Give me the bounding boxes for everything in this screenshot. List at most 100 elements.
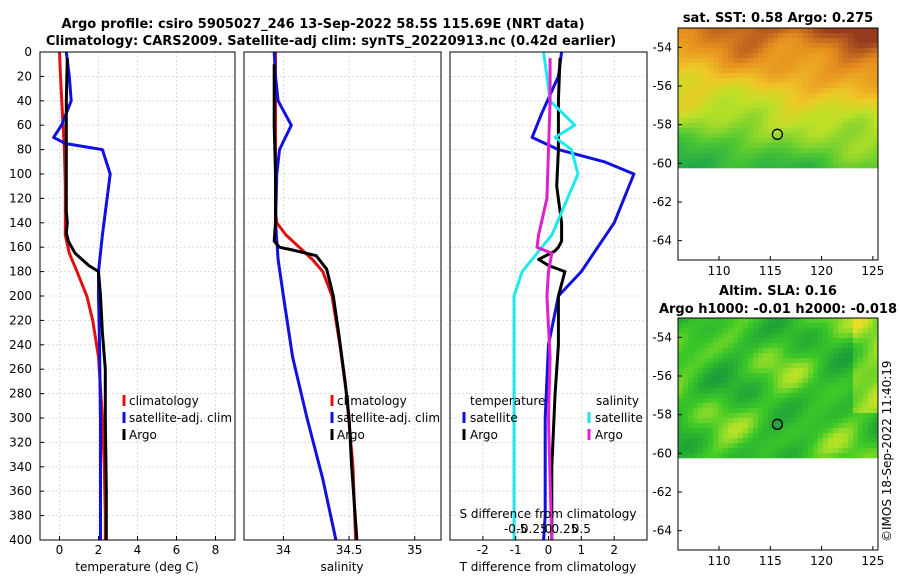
- heatmap-cell: [698, 383, 704, 389]
- heatmap-cell: [788, 93, 794, 99]
- heatmap-cell: [743, 138, 749, 144]
- heatmap-cell: [873, 153, 879, 159]
- heatmap-cell: [683, 383, 689, 389]
- heatmap-cell: [753, 113, 759, 119]
- heatmap-cell: [683, 33, 689, 39]
- heatmap-cell: [713, 123, 719, 129]
- heatmap-cell: [843, 43, 849, 49]
- heatmap-cell: [693, 348, 699, 354]
- heatmap-cell: [768, 423, 774, 429]
- heatmap-cell: [683, 158, 689, 164]
- heatmap-cell: [748, 333, 754, 339]
- heatmap-cell: [838, 133, 844, 139]
- heatmap-cell: [678, 438, 684, 444]
- heatmap-cell: [768, 338, 774, 344]
- heatmap-cell: [858, 43, 864, 49]
- heatmap-cell: [853, 338, 859, 344]
- heatmap-cell: [678, 158, 684, 164]
- heatmap-cell: [733, 88, 739, 94]
- heatmap-cell: [718, 143, 724, 149]
- heatmap-cell: [733, 363, 739, 369]
- heatmap-cell: [678, 448, 684, 454]
- heatmap-cell: [703, 383, 709, 389]
- heatmap-cell: [858, 73, 864, 79]
- heatmap-cell: [788, 323, 794, 329]
- heatmap-cell: [773, 118, 779, 124]
- heatmap-cell: [688, 358, 694, 364]
- heatmap-cell: [873, 373, 879, 379]
- heatmap-cell: [793, 93, 799, 99]
- heatmap-cell: [803, 368, 809, 374]
- heatmap-cell: [798, 333, 804, 339]
- heatmap-cell: [678, 403, 684, 409]
- heatmap-cell: [748, 143, 754, 149]
- heatmap-cell: [753, 348, 759, 354]
- heatmap-cell: [683, 353, 689, 359]
- heatmap-cell: [818, 133, 824, 139]
- heatmap-cell: [803, 418, 809, 424]
- heatmap-cell: [753, 63, 759, 69]
- heatmap-cell: [808, 143, 814, 149]
- heatmap-cell: [803, 453, 809, 459]
- heatmap-cell: [873, 163, 879, 169]
- heatmap-cell: [708, 68, 714, 74]
- heatmap-cell: [868, 48, 874, 54]
- heatmap-cell: [778, 358, 784, 364]
- heatmap-cell: [833, 438, 839, 444]
- heatmap-cell: [773, 158, 779, 164]
- heatmap-cell: [788, 438, 794, 444]
- heatmap-cell: [818, 378, 824, 384]
- heatmap-cell: [678, 443, 684, 449]
- heatmap-cell: [868, 368, 874, 374]
- heatmap-cell: [793, 343, 799, 349]
- heatmap-cell: [803, 163, 809, 169]
- heatmap-cell: [748, 83, 754, 89]
- heatmap-cell: [853, 323, 859, 329]
- heatmap-cell: [793, 353, 799, 359]
- heatmap-cell: [703, 363, 709, 369]
- heatmap-cell: [793, 448, 799, 454]
- heatmap-cell: [688, 153, 694, 159]
- heatmap-cell: [753, 153, 759, 159]
- heatmap-cell: [743, 103, 749, 109]
- heatmap-cell: [823, 48, 829, 54]
- heatmap-cell: [683, 128, 689, 134]
- heatmap-cell: [753, 108, 759, 114]
- heatmap-cell: [813, 403, 819, 409]
- heatmap-cell: [733, 83, 739, 89]
- heatmap-cell: [688, 123, 694, 129]
- heatmap-cell: [788, 153, 794, 159]
- heatmap-cell: [868, 413, 874, 419]
- heatmap-cell: [828, 353, 834, 359]
- heatmap-cell: [818, 353, 824, 359]
- heatmap-cell: [833, 63, 839, 69]
- heatmap-cell: [863, 163, 869, 169]
- heatmap-cell: [873, 128, 879, 134]
- heatmap-cell: [803, 73, 809, 79]
- heatmap-cell: [823, 78, 829, 84]
- heatmap-cell: [743, 163, 749, 169]
- heatmap-cell: [688, 318, 694, 324]
- heatmap-cell: [728, 33, 734, 39]
- heatmap-cell: [703, 428, 709, 434]
- heatmap-cell: [703, 348, 709, 354]
- heatmap-cell: [683, 408, 689, 414]
- heatmap-cell: [833, 323, 839, 329]
- heatmap-cell: [703, 433, 709, 439]
- heatmap-cell: [728, 338, 734, 344]
- heatmap-cell: [758, 383, 764, 389]
- heatmap-cell: [773, 63, 779, 69]
- heatmap-cell: [873, 393, 879, 399]
- heatmap-cell: [728, 143, 734, 149]
- heatmap-cell: [688, 58, 694, 64]
- heatmap-cell: [748, 423, 754, 429]
- x-tick-label: 2: [95, 543, 103, 557]
- heatmap-cell: [708, 388, 714, 394]
- heatmap-cell: [758, 328, 764, 334]
- heatmap-cell: [748, 43, 754, 49]
- heatmap-cell: [823, 328, 829, 334]
- heatmap-cell: [678, 418, 684, 424]
- heatmap-cell: [718, 33, 724, 39]
- heatmap-cell: [683, 108, 689, 114]
- heatmap-cell: [693, 343, 699, 349]
